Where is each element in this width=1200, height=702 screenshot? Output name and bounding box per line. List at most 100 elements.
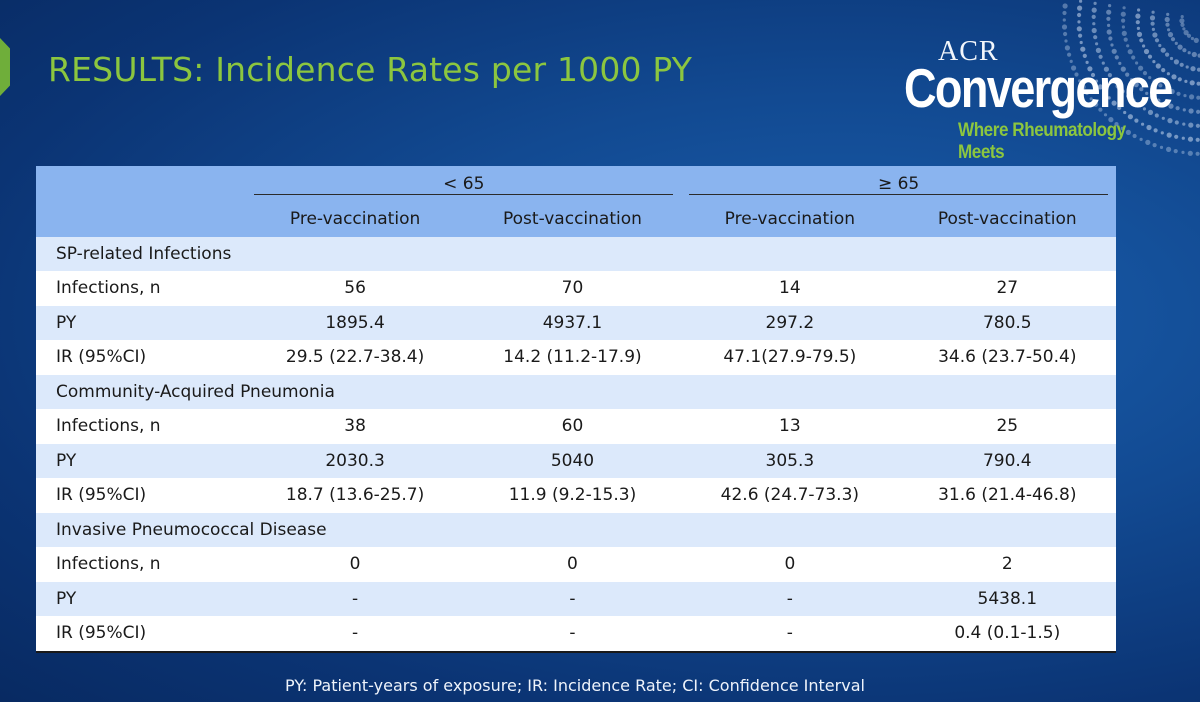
decorative-dot xyxy=(1123,110,1127,115)
decorative-dot xyxy=(1153,128,1158,133)
decorative-dot xyxy=(1166,12,1170,16)
decorative-dot xyxy=(1135,20,1140,25)
decorative-dot xyxy=(1082,53,1087,59)
row-label: IR (95%CI) xyxy=(36,616,247,653)
decorative-dot xyxy=(1195,123,1200,128)
decorative-dot xyxy=(1121,18,1126,23)
decorative-dot xyxy=(1121,30,1127,36)
decorative-dot xyxy=(1182,27,1186,31)
decorative-dot xyxy=(1142,107,1146,111)
decorative-dot xyxy=(1106,29,1112,35)
decorative-dot xyxy=(1110,43,1114,47)
decorative-dot xyxy=(1134,118,1139,123)
decorative-dot xyxy=(1089,97,1093,101)
decorative-dot xyxy=(1131,55,1136,60)
group-header-under-65: < 65 xyxy=(246,166,682,202)
decorative-dot xyxy=(1179,62,1184,67)
decorative-dot xyxy=(1121,25,1125,29)
group-header-65-plus: ≥ 65 xyxy=(681,166,1116,202)
table-cell: 14.2 (11.2-17.9) xyxy=(463,340,682,375)
decorative-dot xyxy=(1106,16,1111,21)
decorative-dot xyxy=(1149,94,1155,100)
decorative-dot xyxy=(1111,48,1117,54)
table-cell: 47.1(27.9-79.5) xyxy=(681,340,899,375)
decorative-dot xyxy=(1183,94,1187,98)
decorative-dot xyxy=(1170,37,1176,42)
decorative-dot xyxy=(1103,113,1108,117)
decorative-dot xyxy=(1064,45,1070,51)
decorative-dot xyxy=(1155,63,1161,69)
group-label-65-plus: ≥ 65 xyxy=(689,174,1108,195)
decorative-dot xyxy=(1152,143,1157,148)
decorative-dot xyxy=(1167,31,1174,38)
decorative-dot xyxy=(1095,42,1099,46)
decorative-dot xyxy=(1133,82,1139,88)
decorative-dot xyxy=(1193,37,1199,44)
accent-bar xyxy=(0,38,10,96)
table-cell: 34.6 (23.7-50.4) xyxy=(898,340,1116,375)
decorative-dot xyxy=(1084,90,1090,96)
decorative-dot xyxy=(1120,126,1124,130)
table-cell: - xyxy=(246,616,464,653)
decorative-dot xyxy=(1182,122,1186,126)
decorative-dot xyxy=(1074,72,1079,77)
results-table-container: < 65 ≥ 65 Pre-vaccination Post-vaccinati… xyxy=(36,166,1116,653)
decorative-dot xyxy=(1187,136,1194,142)
row-label: Infections, n xyxy=(36,409,247,444)
row-label: PY xyxy=(36,581,247,616)
table-cell: 60 xyxy=(463,409,682,444)
row-label: IR (95%CI) xyxy=(36,340,247,375)
decorative-dot xyxy=(1062,10,1067,16)
decorative-dot xyxy=(1146,124,1152,131)
table-row: PY - - -5438.1 xyxy=(36,581,1116,616)
section-header-row: Community-Acquired Pneumonia xyxy=(36,374,1116,409)
decorative-dot xyxy=(1112,79,1116,83)
decorative-dot xyxy=(1062,18,1066,22)
table-cell: 70 xyxy=(463,271,682,306)
decorative-dot xyxy=(1161,68,1166,73)
decorative-dot xyxy=(1078,79,1082,83)
decorative-dot xyxy=(1177,44,1183,50)
decorative-dot xyxy=(1077,5,1083,11)
footnote: PY: Patient-years of exposure; IR: Incid… xyxy=(285,676,865,695)
table-body: SP-related Infections Infections, n 56 70 14… xyxy=(36,236,1116,653)
table-cell: 2 xyxy=(898,547,1116,582)
table-cell: 2030.3 xyxy=(246,443,464,478)
table-cell: 27 xyxy=(898,271,1116,306)
decorative-dot xyxy=(1093,35,1098,40)
logo-convergence-text: Convergence xyxy=(904,57,1173,119)
decorative-dot xyxy=(1186,33,1192,38)
decorative-dot xyxy=(1160,47,1166,53)
decorative-dot xyxy=(1135,13,1141,19)
decorative-dot xyxy=(1152,60,1156,64)
decorative-dot xyxy=(1167,28,1171,32)
section-title: Invasive Pneumococcal Disease xyxy=(36,512,1116,547)
decorative-dot xyxy=(1151,27,1155,31)
logo-acr-text: ACR xyxy=(938,36,999,67)
decorative-dot xyxy=(1190,36,1194,41)
decorative-dot xyxy=(1101,61,1105,65)
decorative-dot xyxy=(1182,108,1186,112)
decorative-dot xyxy=(1071,65,1077,71)
table-cell: 18.7 (13.6-25.7) xyxy=(246,478,464,513)
decorative-dot xyxy=(1181,136,1185,140)
table-cell: 56 xyxy=(246,271,464,306)
decorative-dot xyxy=(1152,32,1158,38)
decorative-dot xyxy=(1064,39,1068,43)
decorative-dot xyxy=(1120,11,1126,17)
section-header-row: SP-related Infections xyxy=(36,236,1116,271)
decorative-dot xyxy=(1090,72,1096,78)
decorative-dot xyxy=(1062,3,1068,9)
decorative-dot xyxy=(1196,95,1200,100)
decorative-dot xyxy=(1165,52,1170,57)
table-cell: 5438.1 xyxy=(898,581,1116,616)
decorative-dot xyxy=(1127,114,1133,120)
decorative-dot xyxy=(1149,15,1156,21)
decorative-dot xyxy=(1189,80,1195,86)
decorative-dot xyxy=(1125,72,1130,77)
decorative-dot xyxy=(1111,100,1117,106)
decorative-dot xyxy=(1151,10,1155,14)
decorative-dot xyxy=(1079,0,1083,3)
decorative-dot xyxy=(1171,74,1177,80)
